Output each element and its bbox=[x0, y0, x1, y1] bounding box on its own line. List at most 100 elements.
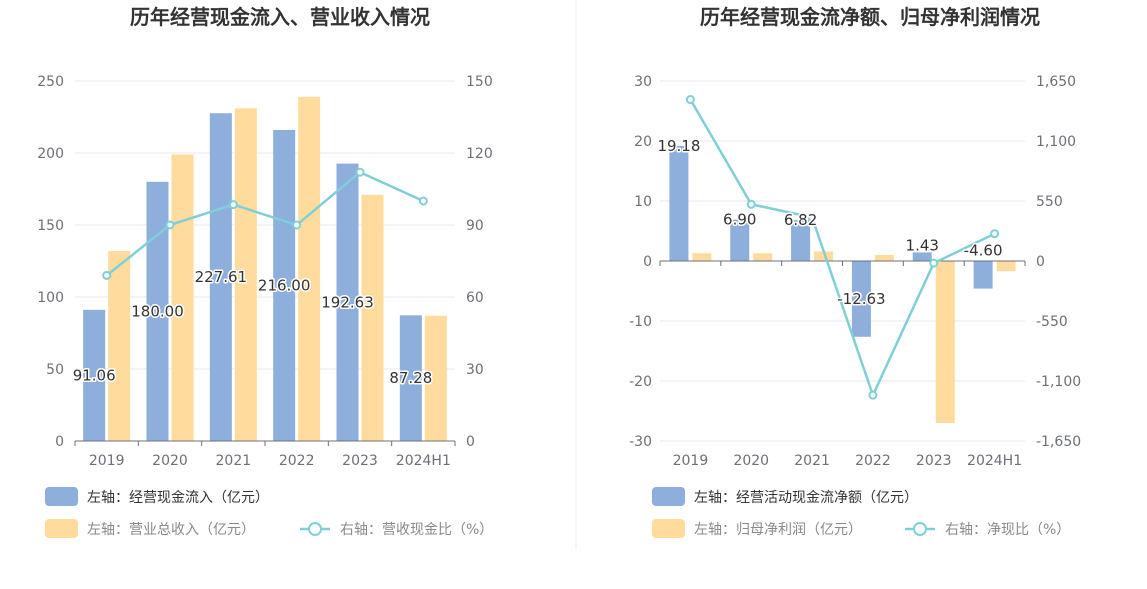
ratio-point bbox=[165, 220, 175, 230]
primary-bar bbox=[146, 181, 169, 442]
category-label: 2021 bbox=[216, 453, 252, 469]
primary-bar bbox=[336, 163, 359, 441]
bar-value-label: -4.60 bbox=[964, 242, 1003, 260]
ratio-point bbox=[292, 220, 302, 230]
right-axis-tick-label: 30 bbox=[466, 362, 484, 378]
chart-title: 历年经营现金流入、营业收入情况 bbox=[130, 5, 430, 29]
category-label: 2023 bbox=[916, 453, 952, 469]
secondary-bar bbox=[692, 253, 712, 261]
legend-label-secondary: 左轴：归母净利润（亿元） bbox=[694, 521, 862, 538]
bar-value-label: -12.63 bbox=[837, 290, 885, 308]
ratio-point bbox=[990, 229, 1000, 239]
left-axis-tick-label: 200 bbox=[37, 146, 64, 162]
ratio-point bbox=[228, 200, 238, 210]
right-axis-tick-label: 1,650 bbox=[1036, 74, 1076, 90]
right-axis-tick-label: 0 bbox=[1036, 254, 1045, 270]
left-axis-tick-label: 0 bbox=[643, 254, 652, 270]
category-label: 2023 bbox=[342, 453, 378, 469]
legend-line-marker bbox=[308, 522, 322, 536]
category-label: 2022 bbox=[279, 453, 315, 469]
left-axis-tick-label: -30 bbox=[629, 434, 652, 450]
ratio-point bbox=[868, 390, 878, 400]
secondary-bar bbox=[298, 96, 321, 441]
secondary-bar bbox=[424, 315, 447, 441]
primary-bar bbox=[83, 309, 106, 441]
bar-value-label: 6.82 bbox=[784, 211, 817, 229]
left-axis-tick-label: -20 bbox=[629, 374, 652, 390]
ratio-point bbox=[418, 196, 428, 206]
legend-label-line: 右轴：营收现金比（%） bbox=[340, 522, 493, 538]
ratio-point bbox=[929, 258, 939, 268]
category-label: 2019 bbox=[89, 453, 125, 469]
primary-bar bbox=[912, 252, 932, 261]
category-label: 2022 bbox=[855, 453, 891, 469]
right-axis-tick-label: 90 bbox=[466, 218, 484, 234]
ratio-point bbox=[685, 95, 695, 105]
secondary-bar bbox=[814, 251, 834, 261]
ratio-line bbox=[105, 170, 424, 277]
legend-label-secondary: 左轴：营业总收入（亿元） bbox=[87, 522, 255, 538]
right-axis-tick-label: -1,650 bbox=[1036, 434, 1081, 450]
left-axis-tick-label: 250 bbox=[37, 74, 64, 90]
legend-line-marker bbox=[913, 522, 927, 536]
ratio-point bbox=[746, 199, 756, 209]
left-axis-tick-label: 150 bbox=[37, 218, 64, 234]
secondary-bar bbox=[171, 154, 194, 441]
left-axis-tick-label: 10 bbox=[634, 194, 652, 210]
right-axis-tick-label: 150 bbox=[466, 74, 493, 90]
legend-label-primary: 左轴：经营活动现金流净额（亿元） bbox=[694, 490, 918, 506]
primary-bar bbox=[669, 145, 689, 261]
bar-value-label: 227.61 bbox=[195, 268, 248, 286]
secondary-bar bbox=[108, 250, 131, 441]
left-axis-tick-label: -10 bbox=[629, 314, 652, 330]
bar-value-label: 91.06 bbox=[73, 366, 116, 384]
primary-bar bbox=[730, 219, 750, 261]
secondary-bar bbox=[361, 194, 384, 441]
ratio-point bbox=[355, 167, 365, 177]
primary-bar bbox=[399, 315, 422, 441]
bar-value-label: 192.63 bbox=[321, 293, 374, 311]
right-axis-tick-label: 120 bbox=[466, 146, 493, 162]
primary-bar bbox=[851, 261, 871, 337]
category-label: 2024H1 bbox=[967, 453, 1022, 469]
bar-value-label: 180.00 bbox=[131, 302, 184, 320]
bar-value-label: 6.90 bbox=[723, 211, 756, 229]
left-axis-tick-label: 50 bbox=[46, 362, 64, 378]
category-label: 2019 bbox=[673, 453, 709, 469]
bar-value-label: 87.28 bbox=[389, 369, 432, 387]
category-label: 2024H1 bbox=[396, 453, 451, 469]
secondary-bar bbox=[874, 255, 894, 261]
category-label: 2020 bbox=[152, 453, 188, 469]
legend-swatch-primary bbox=[45, 487, 78, 506]
legend-label-primary: 左轴：经营现金流入（亿元） bbox=[87, 490, 269, 506]
left-axis-tick-label: 100 bbox=[37, 290, 64, 306]
right-axis-tick-label: 550 bbox=[1036, 194, 1063, 210]
category-label: 2021 bbox=[794, 453, 830, 469]
ratio-point bbox=[102, 270, 112, 280]
secondary-bar bbox=[996, 261, 1016, 272]
bar-value-label: 19.18 bbox=[657, 137, 700, 155]
legend-swatch-secondary bbox=[652, 519, 685, 538]
right-axis-tick-label: 60 bbox=[466, 290, 484, 306]
legend-swatch-primary bbox=[652, 487, 685, 506]
right-axis-tick-label: 1,100 bbox=[1036, 134, 1076, 150]
left-axis-tick-label: 30 bbox=[634, 74, 652, 90]
secondary-bar bbox=[234, 108, 257, 442]
primary-bar bbox=[973, 261, 993, 289]
bar-value-label: 1.43 bbox=[906, 236, 939, 254]
right-axis-tick-label: -1,100 bbox=[1036, 374, 1081, 390]
chart-title: 历年经营现金流净额、归母净利润情况 bbox=[700, 5, 1040, 29]
left-axis-tick-label: 0 bbox=[55, 434, 64, 450]
legend-label-line: 右轴：净现比（%） bbox=[945, 522, 1070, 538]
right-axis-tick-label: 0 bbox=[466, 434, 475, 450]
primary-bar bbox=[791, 220, 811, 261]
left-axis-tick-label: 20 bbox=[634, 134, 652, 150]
legend-swatch-secondary bbox=[45, 519, 78, 538]
secondary-bar bbox=[753, 253, 773, 261]
primary-bar bbox=[273, 129, 296, 441]
right-axis-tick-label: -550 bbox=[1036, 314, 1068, 330]
ratio-point bbox=[807, 212, 817, 222]
category-label: 2020 bbox=[733, 453, 769, 469]
